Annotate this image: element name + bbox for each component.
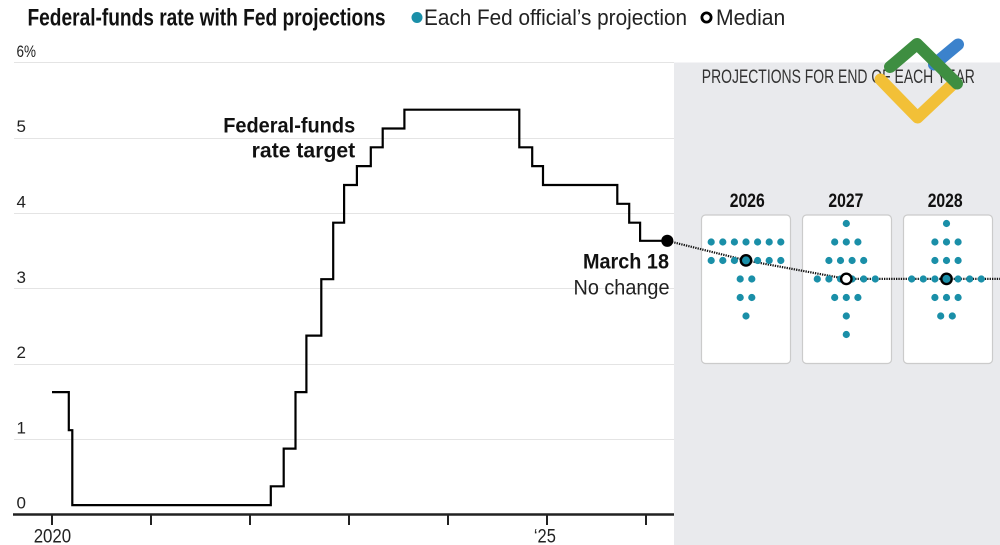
svg-text:‘25: ‘25	[534, 526, 556, 545]
svg-text:March 18: March 18	[583, 251, 669, 274]
svg-text:rate target: rate target	[252, 140, 356, 163]
svg-text:4: 4	[17, 193, 26, 212]
svg-text:0: 0	[17, 494, 26, 513]
svg-text:No change: No change	[574, 276, 670, 299]
svg-text:2020: 2020	[34, 526, 71, 545]
svg-text:5: 5	[17, 117, 26, 136]
svg-text:3: 3	[17, 268, 26, 287]
svg-text:2027: 2027	[828, 191, 863, 212]
svg-text:2026: 2026	[730, 191, 765, 212]
svg-text:Each Fed official’s projection: Each Fed official’s projection	[424, 5, 687, 30]
svg-text:Federal-funds rate with Fed pr: Federal-funds rate with Fed projections	[28, 4, 386, 31]
svg-text:Median: Median	[716, 5, 785, 30]
svg-text:1: 1	[17, 419, 26, 438]
svg-text:2028: 2028	[928, 191, 963, 212]
svg-text:2: 2	[17, 343, 26, 362]
svg-text:Federal-funds: Federal-funds	[223, 114, 355, 137]
svg-text:PROJECTIONS FOR END OF EACH YE: PROJECTIONS FOR END OF EACH YEAR	[702, 67, 975, 88]
svg-text:6%: 6%	[17, 42, 37, 61]
